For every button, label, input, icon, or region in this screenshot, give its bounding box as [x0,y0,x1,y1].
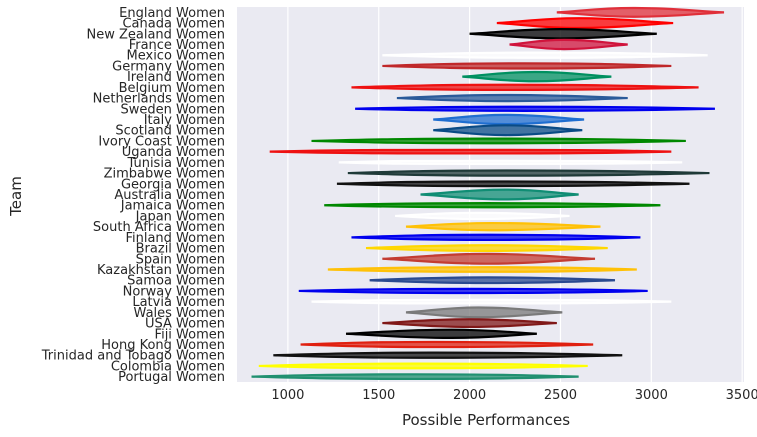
y-tick-label: Tunisia Women [127,156,226,171]
violin-sweden-women [355,105,715,112]
y-tick-label: Samoa Women [127,274,225,289]
y-tick-label: Norway Women [123,284,225,299]
y-tick-label: Georgia Women [121,177,225,192]
y-tick-label: Italy Women [144,113,225,128]
violin-spain-women [382,252,596,265]
violin-scotland-women [433,124,583,137]
y-tick-label: Kazakhstan Women [97,263,225,278]
y-tick-label: Germany Women [112,59,225,74]
y-tick-label: Australia Women [114,188,225,203]
violin-fiji-women [345,328,537,340]
y-tick-label: Belgium Women [119,81,225,96]
violin-mexico-women [382,51,708,59]
y-tick-label: Trinidad and Tobago Women [41,349,225,364]
y-tick-label: Netherlands Women [93,92,225,107]
violin-uganda-women [269,148,672,155]
x-tick-labels: 1000 1500 2000 2500 3000 3500 [271,388,757,403]
y-tick-label: Uganda Women [122,145,225,160]
violin-france-women [509,38,628,51]
violin-south-africa-women [405,221,601,232]
x-tick-label: 1000 [271,388,304,403]
violin-zimbabwe-women [347,169,710,177]
y-tick-label: Japan Women [135,209,225,224]
y-tick-label: Zimbabwe Women [104,167,225,182]
violin-ivory-coast-women [311,137,686,145]
y-tick-label: Spain Women [136,252,225,267]
violin-jamaica-women [324,202,661,209]
y-tick-label: Hong Kong Women [101,338,225,353]
y-tick-label: Brazil Women [136,242,225,257]
violin-netherlands-women [396,93,628,103]
y-tick-label: Colombia Women [111,359,225,374]
y-tick-label: France Women [129,38,225,53]
violin-new-zealand-women [469,28,657,40]
violin-canada-women [496,17,674,30]
y-tick-label: England Women [119,6,225,21]
y-tick-label: Canada Women [122,17,225,32]
violin-usa-women [382,318,557,329]
violin-norway-women [298,287,648,295]
y-tick-label: Sweden Women [121,102,225,117]
y-tick-label: Jamaica Women [120,199,225,214]
y-tick-label: USA Women [145,317,225,332]
x-tick-label: 3500 [726,388,757,403]
violin-kazakhstan-women [327,266,637,273]
violin-latvia-women [311,298,672,305]
y-tick-label: South Africa Women [93,220,225,235]
y-tick-label: Mexico Women [127,49,225,64]
violin-brazil-women [365,244,608,253]
violin-belgium-women [351,83,699,92]
violin-ireland-women [462,70,612,83]
x-tick-label: 2000 [453,388,486,403]
y-tick-label: Ivory Coast Women [98,134,225,149]
y-tick-label: Fiji Women [155,327,225,342]
violin-wales-women [405,306,563,319]
y-tick-label: Ireland Women [127,70,225,85]
violin-italy-women [433,113,585,126]
violin-portugal-women [251,373,579,381]
y-tick-label: Finland Women [125,231,225,246]
y-tick-label: New Zealand Women [86,27,225,42]
violins [251,6,725,381]
x-tick-label: 3000 [635,388,668,403]
y-axis-label: Team [7,176,25,217]
violin-georgia-women [336,180,690,188]
violin-tunisia-women [338,159,683,166]
violin-colombia-women [258,362,588,370]
x-tick-label: 2500 [544,388,577,403]
y-tick-label: Wales Women [134,306,225,321]
y-tick-label: Portugal Women [118,370,225,385]
violin-australia-women [420,188,579,201]
x-tick-label: 1500 [362,388,395,403]
y-tick-label: Scotland Women [115,124,225,139]
violin-finland-women [351,233,641,242]
violin-samoa-women [369,276,616,285]
violin-trinidad-and-tobago-women [273,351,623,359]
violin-germany-women [382,62,672,70]
violin-england-women [556,6,725,18]
violin-japan-women [395,211,570,221]
x-axis-label: Possible Performances [402,411,570,429]
y-tick-label: Latvia Women [132,295,225,310]
violin-hong-kong-women [300,340,594,349]
